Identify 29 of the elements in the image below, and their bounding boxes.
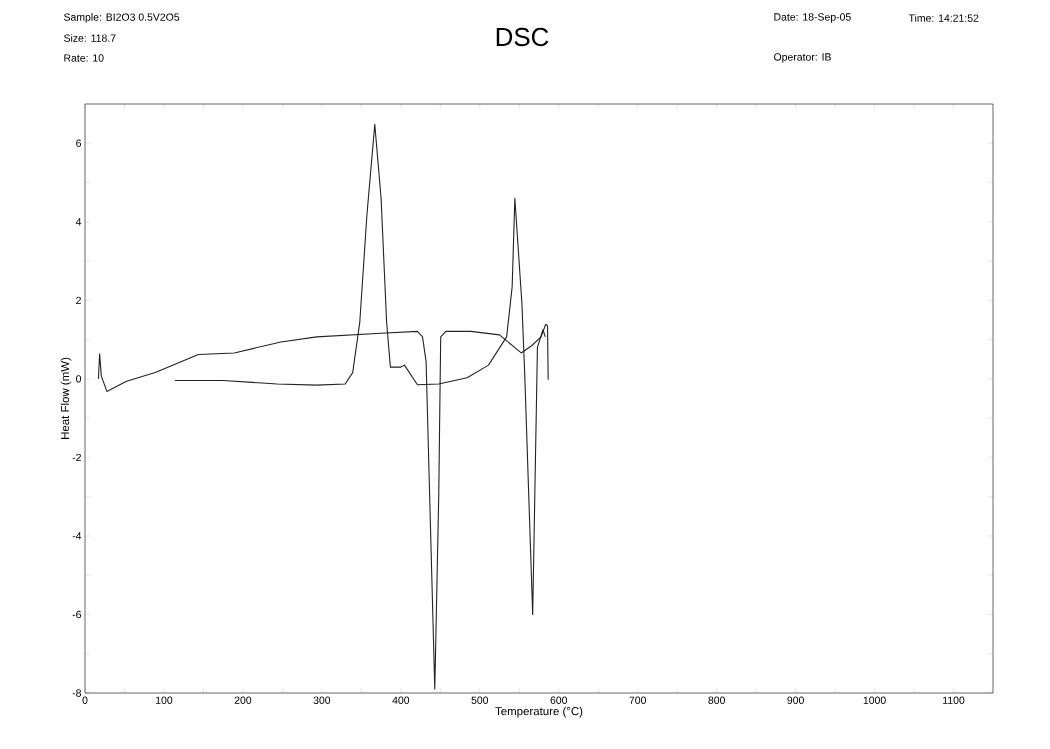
y-tick-label: 6 [76,139,82,147]
y-tick-label: -8 [72,689,82,697]
x-tick-label: 1000 [863,696,886,704]
text: Sample: BI2O3 0.5V2O5 [63,13,180,23]
y-axis-title: Heat Flow (mW) [60,357,72,439]
x-tick-label: 100 [156,696,173,704]
x-tick-label: 800 [708,696,725,704]
x-tick-label: 400 [392,696,410,704]
y-tick-label: 0 [76,375,82,383]
x-tick-label: 200 [234,696,252,704]
text: Date: 18-Sep-05 [774,13,851,23]
x-tick-label: 600 [550,696,568,704]
x-tick-label: 300 [313,696,331,704]
x-tick-label: 700 [629,696,647,704]
y-tick-label: 2 [76,296,81,304]
y-tick-label: -4 [72,532,82,540]
x-tick-label: 1100 [943,696,965,704]
x-tick-label: 900 [787,696,804,704]
x-tick-label: 500 [471,696,489,704]
y-tick-label: 4 [75,218,82,226]
text: Rate: 10 [64,54,104,62]
y-tick-label: -6 [72,610,82,619]
text: Size: 118.7 [63,34,116,42]
y-tick-label: -2 [72,453,81,462]
text: Operator: IB [774,53,831,63]
x-axis-title: Temperature (°C) [495,706,583,718]
chart-title: DSC [496,27,549,47]
text: Time: 14:21:52 [908,14,979,22]
x-tick-label: 0 [82,696,88,704]
